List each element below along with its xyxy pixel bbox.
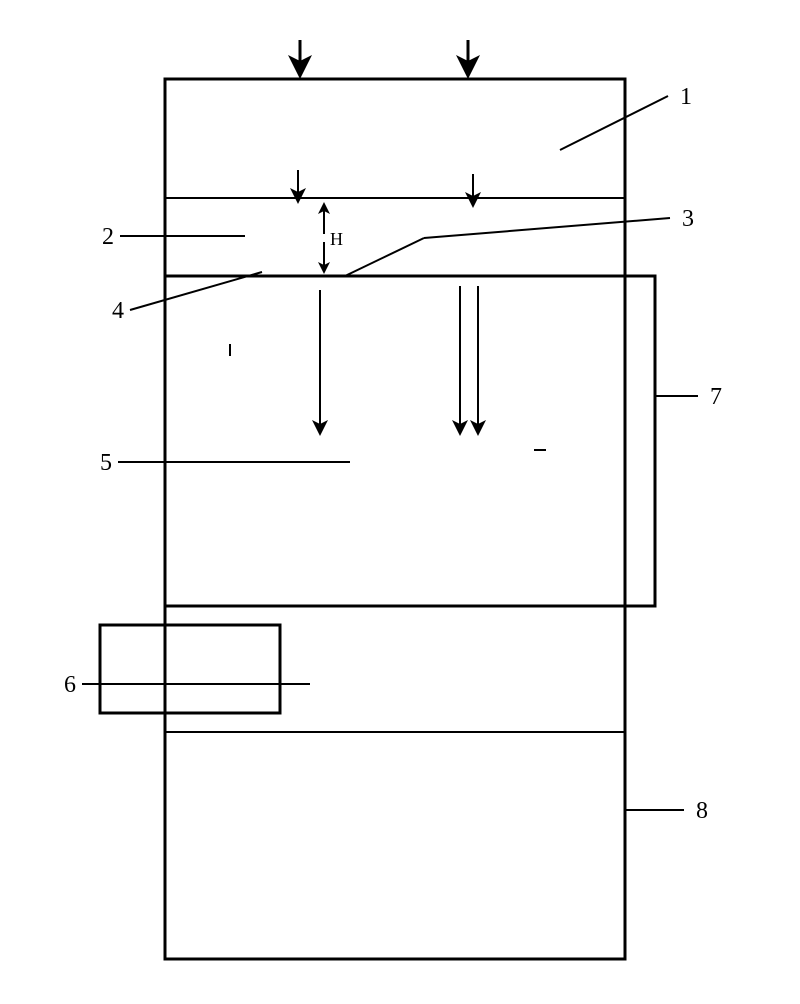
technical-diagram: H 1 2 3 4 5 6 7 8 xyxy=(0,0,800,1004)
label-2: 2 xyxy=(102,224,114,250)
label-1: 1 xyxy=(680,84,692,110)
label-5: 5 xyxy=(100,450,112,476)
label-4: 4 xyxy=(112,298,124,324)
dim-H-label: H xyxy=(330,229,343,249)
label-3: 3 xyxy=(682,206,694,232)
label-7: 7 xyxy=(710,384,722,410)
label-8: 8 xyxy=(696,798,708,824)
label-6: 6 xyxy=(64,672,76,698)
